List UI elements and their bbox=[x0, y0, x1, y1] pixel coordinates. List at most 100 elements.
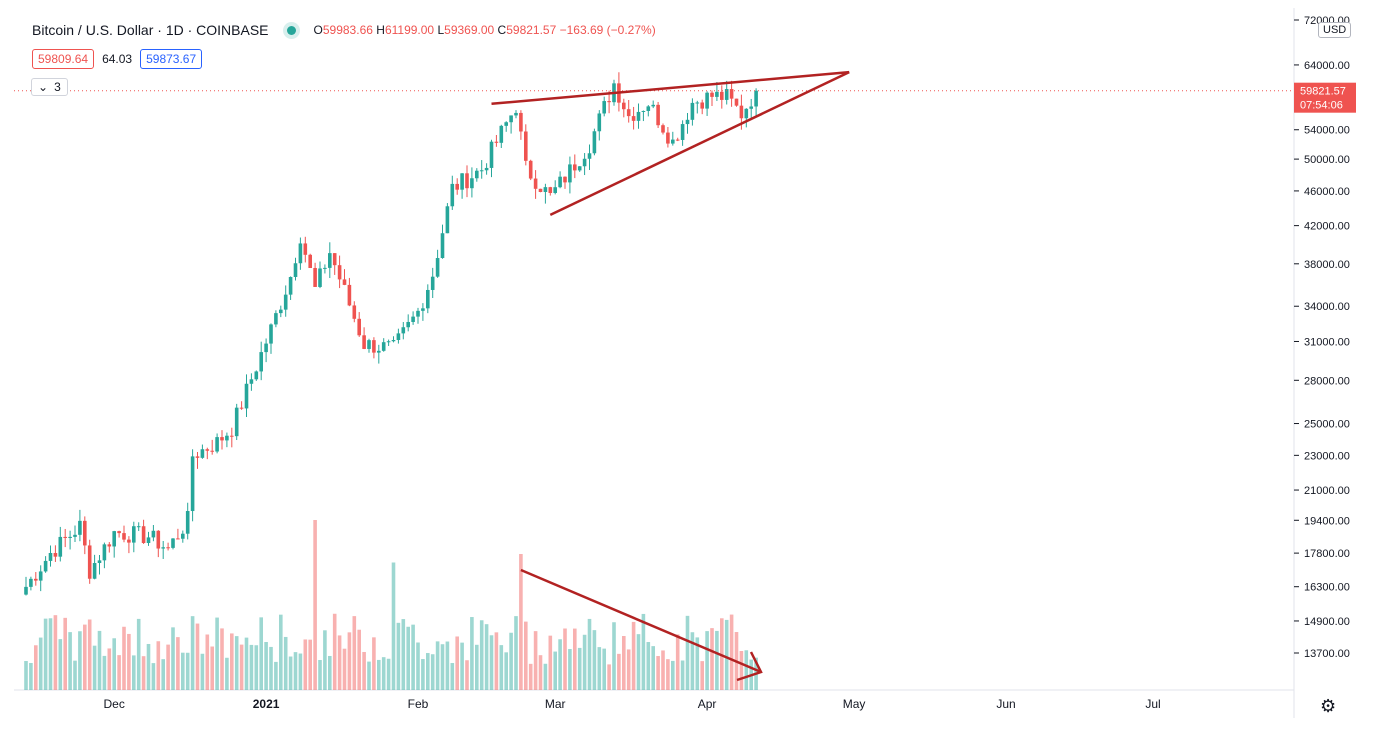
candle-body bbox=[592, 131, 597, 154]
candle-body bbox=[200, 449, 205, 458]
price-axis: 72000.0064000.0054000.0050000.0046000.00… bbox=[1294, 15, 1350, 660]
volume-bar bbox=[367, 661, 371, 690]
volume-bar bbox=[430, 654, 435, 690]
candle-body bbox=[538, 188, 543, 193]
candle-body bbox=[43, 560, 48, 572]
volume-bar bbox=[690, 632, 695, 690]
candle-body bbox=[161, 547, 165, 549]
volume-bar bbox=[254, 645, 259, 690]
volume-bar bbox=[739, 651, 744, 690]
candle-body bbox=[641, 110, 646, 112]
volume-bar bbox=[372, 637, 376, 690]
candle-body bbox=[715, 91, 719, 97]
candle-body bbox=[411, 316, 415, 322]
volume-bar bbox=[528, 663, 533, 690]
volume-bar bbox=[519, 554, 523, 690]
volume-bar bbox=[484, 624, 489, 690]
volume-bar bbox=[347, 632, 352, 690]
volume-bar bbox=[504, 652, 508, 690]
volume-bar bbox=[479, 620, 484, 690]
candle-body bbox=[700, 102, 704, 109]
candle-body bbox=[744, 108, 749, 119]
volume-bar bbox=[48, 618, 53, 690]
candle-body bbox=[406, 321, 410, 328]
volume-bar bbox=[636, 634, 641, 690]
symbol-title[interactable]: Bitcoin / U.S. Dollar · 1D · COINBASE bbox=[32, 22, 269, 38]
volume-bar bbox=[568, 649, 572, 690]
candle-body bbox=[739, 105, 744, 119]
volume-bar bbox=[440, 644, 445, 690]
candle-body bbox=[328, 253, 332, 268]
candle-body bbox=[680, 124, 685, 140]
volume-bar bbox=[166, 644, 170, 690]
volume-bar bbox=[293, 652, 298, 690]
volume-bar bbox=[514, 616, 518, 690]
volume-bar bbox=[323, 630, 327, 690]
candle-body bbox=[426, 289, 430, 309]
candle-body bbox=[582, 158, 587, 167]
candle-body bbox=[685, 119, 690, 125]
volume-bar bbox=[386, 658, 391, 690]
candle-body bbox=[279, 309, 283, 314]
candle-body bbox=[274, 313, 278, 325]
volume-bar bbox=[705, 631, 709, 690]
candle-body bbox=[97, 560, 102, 564]
volume-bar bbox=[357, 629, 361, 690]
volume-bar bbox=[475, 644, 479, 690]
volume-bar bbox=[416, 642, 420, 690]
candle-body bbox=[58, 536, 63, 557]
indicators-toggle[interactable]: ⌄ 3 bbox=[31, 78, 68, 96]
volume-bar bbox=[641, 613, 646, 690]
volume-bar bbox=[141, 656, 146, 690]
candle-body bbox=[166, 547, 170, 549]
buy-button[interactable]: 59873.67 bbox=[140, 49, 203, 69]
candle-body bbox=[205, 449, 210, 451]
volume-bar bbox=[602, 648, 606, 690]
currency-button[interactable]: USD bbox=[1318, 22, 1352, 38]
candle-body bbox=[445, 206, 450, 234]
volume-bar bbox=[200, 653, 205, 690]
price-marker-countdown: 07:54:06 bbox=[1300, 100, 1343, 112]
candle-body bbox=[734, 98, 739, 106]
gear-icon[interactable]: ⚙ bbox=[1320, 696, 1337, 716]
volume-bar bbox=[695, 637, 700, 690]
candle-body bbox=[553, 187, 557, 193]
y-tick-label: 19400.00 bbox=[1304, 515, 1350, 527]
candle-body bbox=[509, 115, 513, 123]
volume-bar bbox=[548, 635, 553, 690]
candle-body bbox=[342, 279, 347, 285]
candle-body bbox=[543, 187, 548, 193]
candle-body bbox=[318, 268, 322, 287]
volume-bar bbox=[58, 639, 63, 690]
sell-button[interactable]: 59809.64 bbox=[32, 49, 95, 69]
volume-bar bbox=[533, 631, 538, 690]
volume-bar bbox=[675, 634, 680, 690]
volume-bar bbox=[92, 645, 97, 690]
candle-body bbox=[636, 111, 641, 121]
volume-bar bbox=[573, 628, 577, 690]
volume-bar bbox=[205, 634, 210, 690]
volume-bar bbox=[646, 642, 651, 690]
candle-body bbox=[656, 104, 660, 126]
y-tick-label: 50000.00 bbox=[1304, 154, 1350, 166]
volume-bar bbox=[230, 633, 234, 690]
candle-body bbox=[381, 342, 386, 351]
volume-bar bbox=[195, 623, 200, 690]
candle-body bbox=[117, 531, 121, 534]
volume-bar bbox=[117, 655, 121, 690]
volume-bar bbox=[465, 660, 469, 690]
candle-body bbox=[337, 265, 342, 280]
y-tick-label: 28000.00 bbox=[1304, 375, 1350, 387]
candle-body bbox=[519, 112, 523, 132]
candle-body bbox=[661, 125, 665, 133]
y-tick-label: 21000.00 bbox=[1304, 485, 1350, 497]
volume-bar bbox=[656, 656, 660, 690]
volume-bar bbox=[220, 628, 224, 690]
volume-bar bbox=[73, 660, 77, 690]
candle-body bbox=[181, 533, 185, 539]
y-tick-label: 16300.00 bbox=[1304, 582, 1350, 594]
volume-bars bbox=[24, 520, 758, 690]
y-tick-label: 14900.00 bbox=[1304, 616, 1350, 628]
high-value: 61199.00 bbox=[384, 23, 435, 37]
